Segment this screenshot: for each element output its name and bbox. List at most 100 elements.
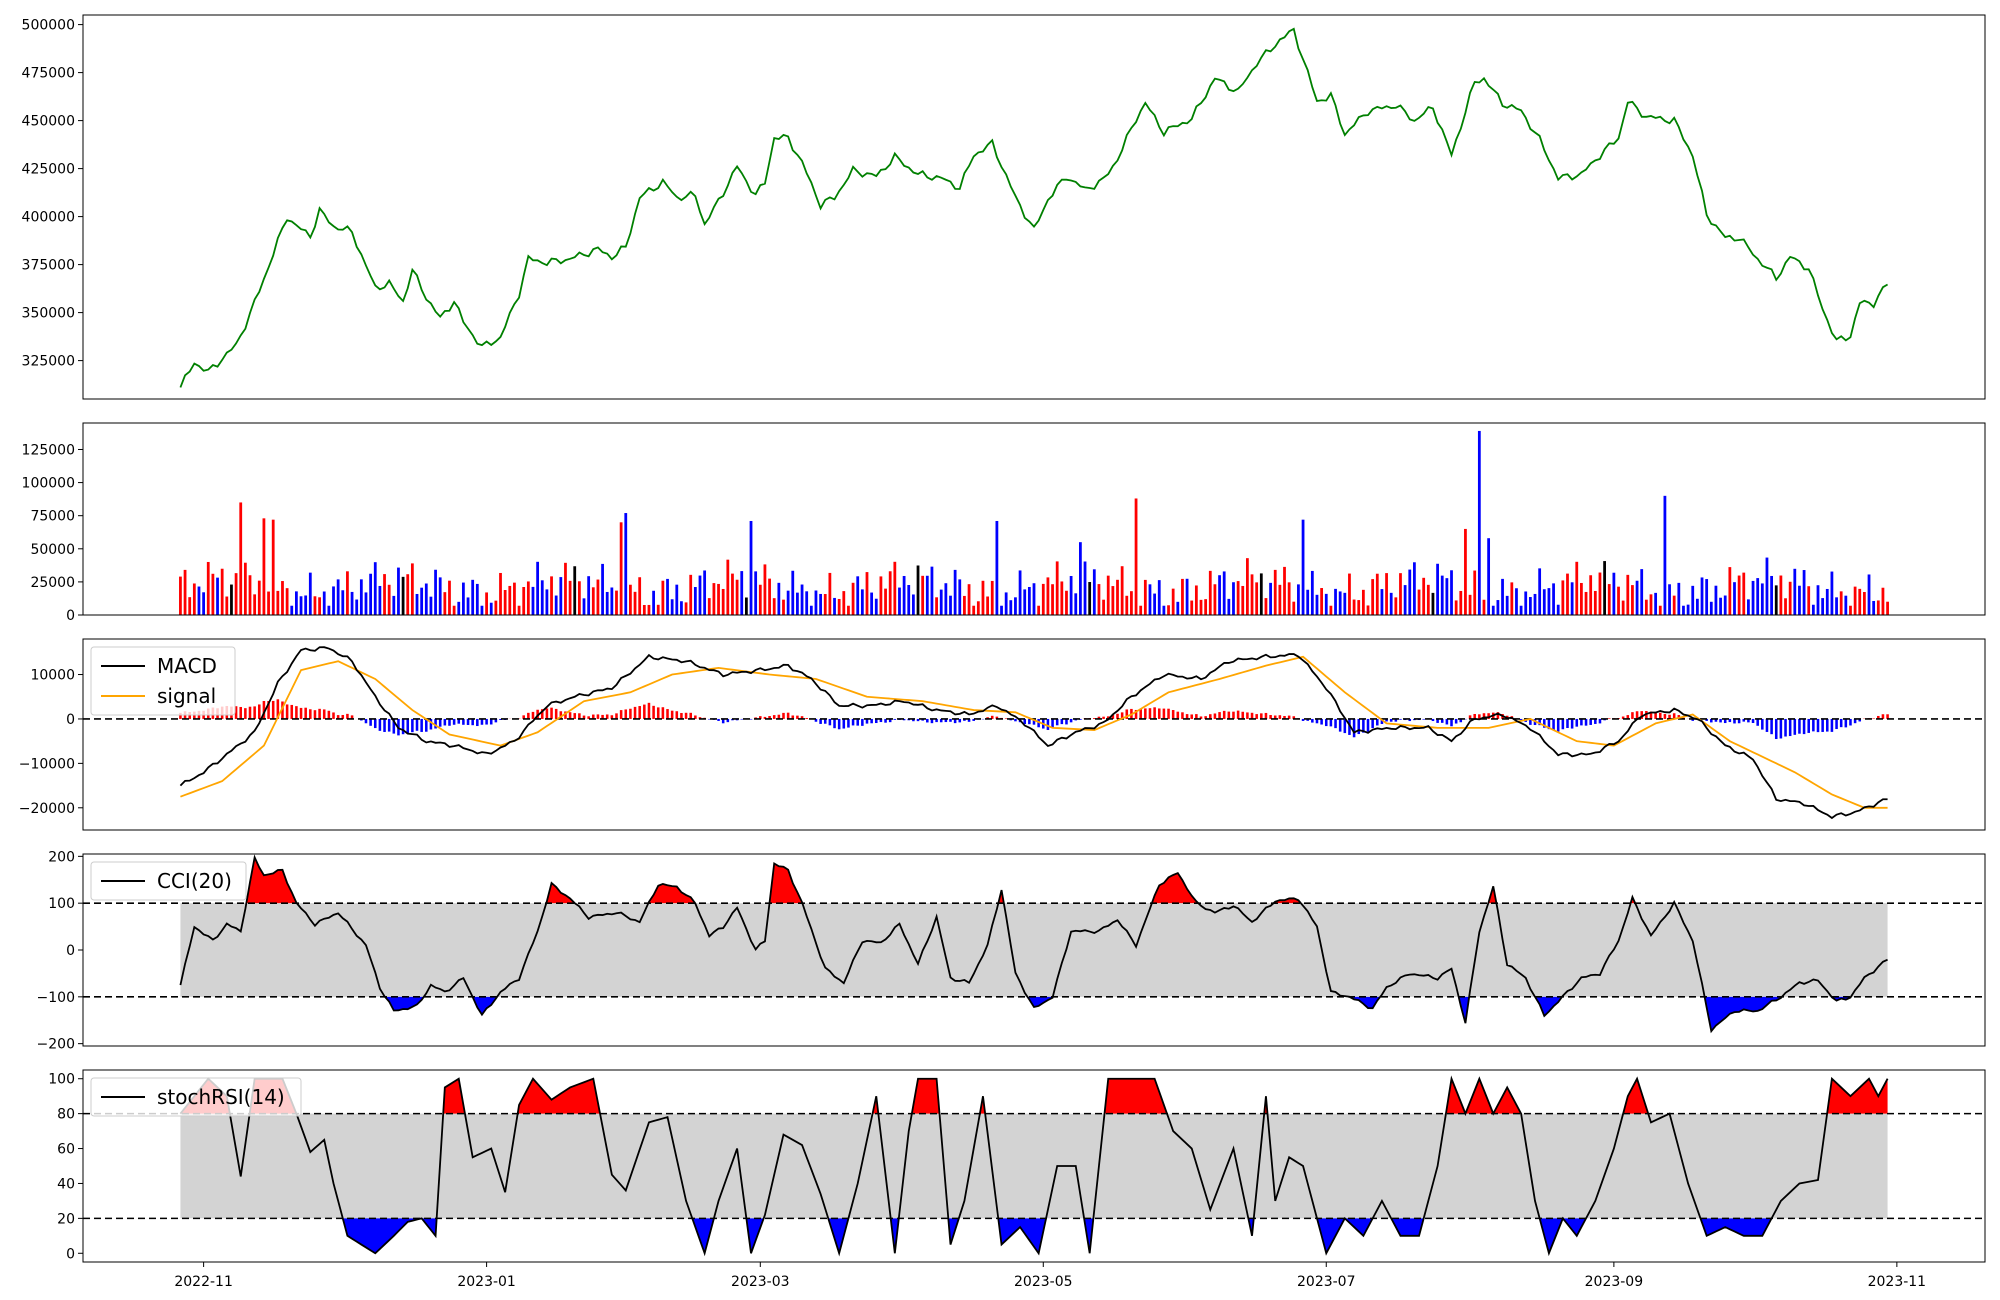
macd-histogram-bar xyxy=(1733,718,1736,724)
volume-bar xyxy=(1343,592,1347,615)
volume-bar xyxy=(531,586,535,615)
overbought-fill xyxy=(769,863,803,904)
y-axis-stoch_rsi: 0 20 40 60 80 100 xyxy=(48,1072,83,1262)
macd-histogram-bar xyxy=(1232,711,1235,719)
macd-histogram-bar xyxy=(916,718,920,722)
macd-histogram-bar xyxy=(1065,718,1068,725)
volume-bar xyxy=(346,571,349,615)
macd-histogram-bar xyxy=(420,718,423,732)
volume-bar xyxy=(1816,585,1820,615)
oversold-fill xyxy=(472,996,498,1015)
volume-bar xyxy=(1004,592,1008,615)
volume-bar xyxy=(577,581,581,615)
volume-bar xyxy=(1547,588,1551,615)
volume-bar xyxy=(768,578,771,615)
volume-bar xyxy=(1046,577,1050,615)
legend-label: MACD xyxy=(157,654,217,678)
oversold-fill xyxy=(828,1218,849,1254)
macd-histogram-bar xyxy=(995,716,999,719)
macd-histogram-bar xyxy=(290,704,294,719)
volume-bar xyxy=(295,591,298,615)
y-tick-label: 400000 xyxy=(22,210,75,226)
macd-histogram-bar xyxy=(768,716,771,719)
macd-histogram-bar xyxy=(1552,718,1555,730)
x-tick-label: 2023-07 xyxy=(1297,1274,1356,1290)
macd-histogram-bar xyxy=(1389,718,1393,722)
volume-bar xyxy=(1695,598,1699,615)
macd-histogram-bar xyxy=(791,715,795,719)
volume-bar xyxy=(1208,570,1212,615)
volume-bar xyxy=(1394,597,1398,615)
volume-bar xyxy=(624,513,628,615)
volume-bar xyxy=(1542,589,1546,615)
macd-histogram-bar xyxy=(1547,718,1551,730)
macd-histogram-bar xyxy=(1543,718,1546,728)
volume-bar xyxy=(202,592,205,615)
volume-bar xyxy=(1389,592,1393,615)
macd-histogram-bar xyxy=(1538,718,1541,726)
macd-histogram-bar xyxy=(1385,718,1388,722)
y-tick-label: 20 xyxy=(57,1211,75,1227)
volume-bar xyxy=(666,578,669,615)
macd-histogram-bar xyxy=(935,718,938,723)
volume-bar xyxy=(1408,569,1412,615)
macd-histogram-bar xyxy=(1821,718,1824,732)
macd-histogram-bar xyxy=(986,717,989,719)
volume-bar xyxy=(615,590,618,615)
macd-histogram-bar xyxy=(1431,718,1435,722)
oversold-fill xyxy=(1027,996,1053,1007)
macd-histogram-bar xyxy=(615,713,618,719)
volume-bar xyxy=(1830,571,1834,615)
volume-bar xyxy=(1682,605,1685,615)
macd-histogram-bar xyxy=(299,707,303,719)
volume-bar xyxy=(1733,582,1736,615)
volume-bar xyxy=(1125,595,1129,615)
volume-bar xyxy=(1413,562,1416,615)
volume-bar xyxy=(271,519,275,615)
volume-bar xyxy=(809,605,813,615)
volume-bar xyxy=(1496,600,1500,615)
volume-bar xyxy=(911,594,915,615)
signal-line xyxy=(180,655,1888,809)
macd-histogram-bar xyxy=(870,718,873,724)
macd-histogram-bar xyxy=(1566,718,1569,729)
volume-bar xyxy=(308,572,312,615)
volume-bar xyxy=(494,600,498,615)
volume-bar xyxy=(1728,567,1732,615)
oversold-fill xyxy=(692,1218,714,1254)
volume-bar xyxy=(1162,605,1166,615)
y-tick-label: 25000 xyxy=(30,575,75,591)
y-tick-label: 0 xyxy=(66,608,75,624)
macd-histogram-bar xyxy=(1051,718,1054,729)
volume-bar xyxy=(443,592,447,615)
x-tick-label: 2023-03 xyxy=(731,1274,790,1290)
macd-histogram-bar xyxy=(425,718,428,732)
volume-bar xyxy=(1570,582,1574,615)
volume-bar xyxy=(1621,600,1625,615)
macd-histogram-bar xyxy=(258,704,261,719)
volume-bar xyxy=(1853,586,1857,615)
volume-bar xyxy=(1719,597,1722,615)
macd-histogram-bar xyxy=(387,718,391,732)
volume-bar xyxy=(1157,580,1161,615)
volume-bar xyxy=(1468,594,1472,615)
volume-bar xyxy=(1385,573,1388,615)
oversold-fill xyxy=(1391,1218,1424,1236)
volume-bar xyxy=(1324,593,1328,615)
macd-histogram-bar xyxy=(281,701,284,719)
volume-bar xyxy=(925,575,929,615)
volume-bar xyxy=(693,587,697,615)
macd-histogram-bar xyxy=(392,718,396,734)
macd-histogram-bar xyxy=(1250,712,1254,719)
volume-bar xyxy=(763,564,767,615)
macd-histogram-bar xyxy=(1719,718,1722,723)
macd-histogram-bar xyxy=(1496,712,1500,719)
volume-bar xyxy=(1287,582,1291,615)
volume-bar xyxy=(1051,584,1054,615)
volume-bar xyxy=(183,569,187,615)
stoch-rsi-panel: 0 20 40 60 80 100 stochRSI(14) xyxy=(48,1069,1986,1263)
volume-bar xyxy=(1315,594,1319,615)
volume-bar xyxy=(1139,605,1143,615)
volume-bar xyxy=(740,571,744,615)
axes-frame xyxy=(82,1069,1986,1263)
